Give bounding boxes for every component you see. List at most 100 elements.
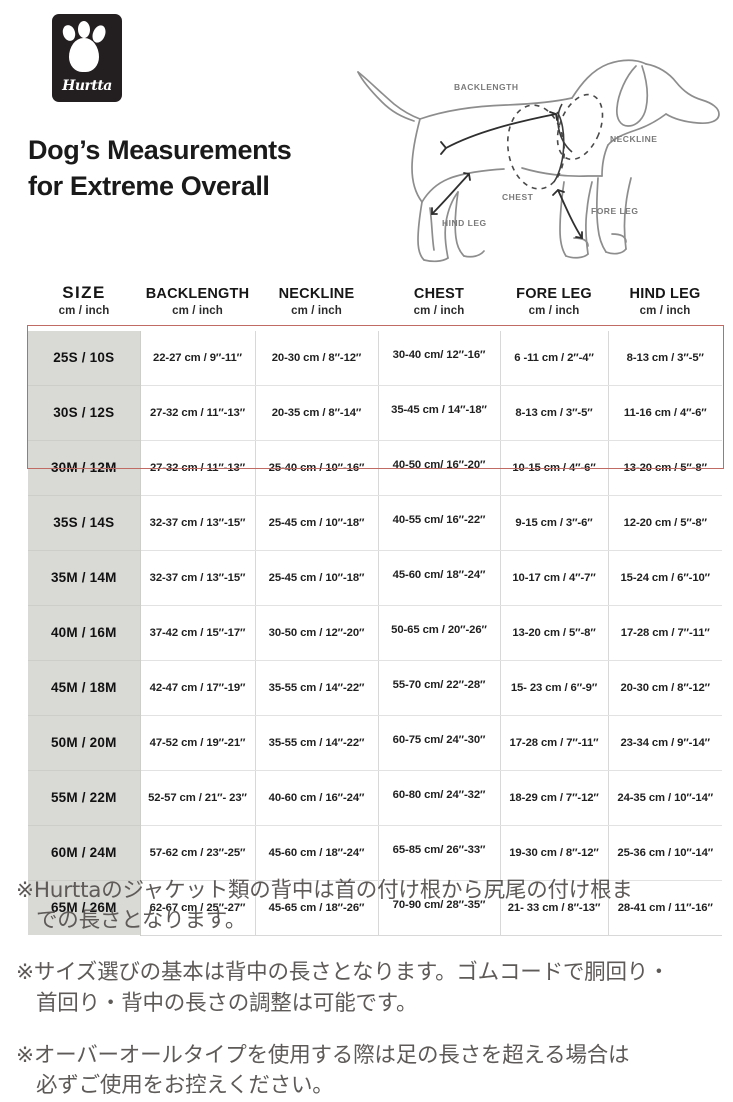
row-neckline-value: 25-45 cm / 10″-18″ [255, 550, 379, 606]
footnote-2: ※サイズ選びの基本は背中の長さとなります。ゴムコードで胴回り・ 首回り・背中の長… [16, 958, 733, 1019]
row-chest-value: 45-60 cm/ 18″-24″ [378, 550, 501, 606]
row-backlength-value: 62-67 cm / 25″-27″ [140, 880, 256, 936]
column-header-hindleg-label: HIND LEG [629, 285, 701, 302]
row-foreleg-value: 19-30 cm / 8″-12″ [500, 825, 609, 881]
row-size-label: 35M / 14M [28, 550, 141, 606]
row-hindleg-value: 23-34 cm / 9″-14″ [608, 715, 722, 771]
row-chest-value: 65-85 cm/ 26″-33″ [378, 825, 501, 881]
table-row[interactable]: 45M / 18M 42-47 cm / 17″-19″ 35-55 cm / 14… [28, 660, 722, 716]
row-neckline-value: 35-55 cm / 14″-22″ [255, 715, 379, 771]
table-row[interactable]: 60M / 24M 57-62 cm / 23″-25″ 45-60 cm / 18… [28, 825, 722, 881]
row-foreleg-value: 13-20 cm / 5″-8″ [500, 605, 609, 661]
row-hindleg-value: 25-36 cm / 10″-14″ [608, 825, 722, 881]
row-backlength-value: 27-32 cm / 11″-13″ [140, 440, 256, 496]
row-backlength-value: 57-62 cm / 23″-25″ [140, 825, 256, 881]
row-chest-value: 70-90 cm/ 28″-35″ [378, 880, 501, 936]
row-backlength-value: 47-52 cm / 19″-21″ [140, 715, 256, 771]
column-header-chest-unit: cm / inch [413, 304, 465, 317]
row-foreleg-value: 18-29 cm / 7″-12″ [500, 770, 609, 826]
column-header-foreleg-unit: cm / inch [528, 304, 580, 317]
diagram-label-hindleg: HIND LEG [442, 218, 487, 228]
row-foreleg-value: 17-28 cm / 7″-11″ [500, 715, 609, 771]
table-row[interactable]: 55M / 22M 52-57 cm / 21″- 23″ 40-60 cm / 1… [28, 770, 722, 826]
table-row[interactable]: 35S / 14S 32-37 cm / 13″-15″ 25-45 cm / 10… [28, 495, 722, 551]
row-chest-value: 35-45 cm / 14″-18″ [378, 385, 501, 441]
row-hindleg-value: 13-20 cm / 5″-8″ [608, 440, 722, 496]
table-row[interactable]: 65M / 26M 62-67 cm / 25″-27″ 45-65 cm / 18… [28, 880, 722, 936]
column-header-neckline: NECKLINE cm / inch [255, 283, 378, 331]
diagram-label-foreleg: FORE LEG [591, 206, 638, 216]
table-header-row: SIZE cm / inch BACKLENGTH cm / inch NECK… [28, 283, 722, 331]
row-backlength-value: 42-47 cm / 17″-19″ [140, 660, 256, 716]
paw-toe-icon [60, 23, 78, 43]
row-hindleg-value: 17-28 cm / 7″-11″ [608, 605, 722, 661]
row-foreleg-value: 9-15 cm / 3″-6″ [500, 495, 609, 551]
paw-toe-icon [77, 20, 91, 39]
row-hindleg-value: 11-16 cm / 4″-6″ [608, 385, 722, 441]
row-size-label: 30M / 12M [28, 440, 141, 496]
row-neckline-value: 40-60 cm / 16″-24″ [255, 770, 379, 826]
row-chest-value: 50-65 cm / 20″-26″ [378, 605, 501, 661]
row-hindleg-value: 15-24 cm / 6″-10″ [608, 550, 722, 606]
row-backlength-value: 32-37 cm / 13″-15″ [140, 495, 256, 551]
row-size-label: 30S / 12S [28, 385, 141, 441]
column-header-chest-label: CHEST [413, 285, 465, 302]
table-row[interactable]: 40M / 16M 37-42 cm / 15″-17″ 30-50 cm / 12… [28, 605, 722, 661]
row-size-label: 55M / 22M [28, 770, 141, 826]
column-header-neckline-label: NECKLINE [278, 285, 355, 302]
row-backlength-value: 27-32 cm / 11″-13″ [140, 385, 256, 441]
table-row[interactable]: 50M / 20M 47-52 cm / 19″-21″ 35-55 cm / 14… [28, 715, 722, 771]
row-backlength-value: 32-37 cm / 13″-15″ [140, 550, 256, 606]
row-foreleg-value: 6 -11 cm / 2″-4″ [500, 330, 609, 386]
logo-tile: Hurtta [52, 14, 122, 102]
footnotes: ※Hurttaのジャケット類の背中は首の付け根から尻尾の付け根ま での長さとなり… [16, 854, 733, 1102]
paw-print-icon [69, 38, 99, 72]
footnote-1-line-1: ※Hurttaのジャケット類の背中は首の付け根から尻尾の付け根ま [16, 877, 633, 903]
table-row[interactable]: 30S / 12S 27-32 cm / 11″-13″ 20-35 cm / 8″… [28, 385, 722, 441]
diagram-label-backlength: BACKLENGTH [454, 82, 519, 92]
brand-wordmark: Hurtta [62, 78, 112, 94]
row-hindleg-value: 28-41 cm / 11″-16″ [608, 880, 722, 936]
footnote-1: ※Hurttaのジャケット類の背中は首の付け根から尻尾の付け根ま での長さとなり… [16, 876, 733, 937]
table-row[interactable]: 30M / 12M 27-32 cm / 11″-13″ 25-40 cm / 10… [28, 440, 722, 496]
row-neckline-value: 35-55 cm / 14″-22″ [255, 660, 379, 716]
row-size-label: 45M / 18M [28, 660, 141, 716]
page-title: Dog’s Measurements for Extreme Overall [28, 133, 388, 204]
column-header-backlength: BACKLENGTH cm / inch [140, 283, 255, 331]
row-backlength-value: 37-42 cm / 15″-17″ [140, 605, 256, 661]
row-size-label: 25S / 10S [28, 330, 141, 386]
page-title-line-1: Dog’s Measurements [28, 135, 292, 165]
row-foreleg-value: 15- 23 cm / 6″-9″ [500, 660, 609, 716]
row-foreleg-value: 21- 33 cm / 8″-13″ [500, 880, 609, 936]
footnote-3-line-1: ※オーバーオールタイプを使用する際は足の長さを超える場合は [16, 1042, 630, 1068]
column-header-backlength-unit: cm / inch [172, 304, 223, 317]
table-row[interactable]: 25S / 10S 22-27 cm / 9″-11″ 20-30 cm / 8″-… [28, 330, 722, 386]
hurtta-logo: Hurtta [52, 14, 122, 102]
row-neckline-value: 25-45 cm / 10″-18″ [255, 495, 379, 551]
row-neckline-value: 45-65 cm / 18″-26″ [255, 880, 379, 936]
size-chart-table-wrapper: SIZE cm / inch BACKLENGTH cm / inch NECK… [28, 283, 722, 936]
row-hindleg-value: 20-30 cm / 8″-12″ [608, 660, 722, 716]
row-neckline-value: 45-60 cm / 18″-24″ [255, 825, 379, 881]
row-hindleg-value: 24-35 cm / 10″-14″ [608, 770, 722, 826]
size-chart-table: SIZE cm / inch BACKLENGTH cm / inch NECK… [28, 283, 722, 936]
column-header-chest: CHEST cm / inch [378, 283, 500, 331]
footnote-3-line-2: 必ずご使用をお控えください。 [36, 1073, 334, 1099]
row-neckline-value: 30-50 cm / 12″-20″ [255, 605, 379, 661]
column-header-neckline-unit: cm / inch [291, 304, 342, 317]
row-neckline-value: 20-35 cm / 8″-14″ [255, 385, 379, 441]
row-foreleg-value: 10-15 cm / 4″-6″ [500, 440, 609, 496]
row-size-label: 65M / 26M [28, 880, 141, 936]
row-chest-value: 55-70 cm/ 22″-28″ [378, 660, 501, 716]
column-header-backlength-label: BACKLENGTH [145, 285, 250, 302]
column-header-hindleg: HIND LEG cm / inch [608, 283, 722, 331]
footnote-3: ※オーバーオールタイプを使用する際は足の長さを超える場合は 必ずご使用をお控えく… [16, 1041, 733, 1102]
row-neckline-value: 25-40 cm / 10″-16″ [255, 440, 379, 496]
row-chest-value: 60-80 cm/ 24″-32″ [378, 770, 501, 826]
row-chest-value: 40-50 cm/ 16″-20″ [378, 440, 501, 496]
column-header-size: SIZE cm / inch [28, 283, 140, 331]
row-chest-value: 30-40 cm/ 12″-16″ [378, 330, 501, 386]
row-foreleg-value: 8-13 cm / 3″-5″ [500, 385, 609, 441]
row-neckline-value: 20-30 cm / 8″-12″ [255, 330, 379, 386]
table-row[interactable]: 35M / 14M 32-37 cm / 13″-15″ 25-45 cm / 10… [28, 550, 722, 606]
